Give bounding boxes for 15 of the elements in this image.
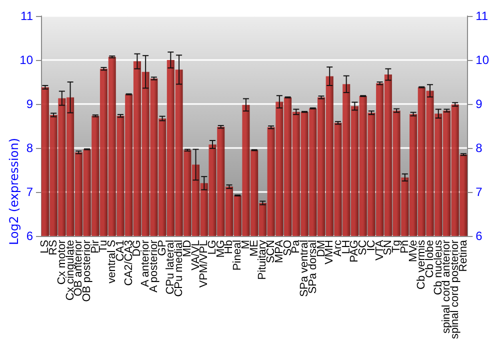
y-tick-label: 7	[26, 184, 34, 199]
y-tick-label: 8	[26, 140, 34, 155]
y-tick-label: 10	[20, 52, 34, 67]
y-tick-label: 6	[26, 228, 34, 243]
y2-tick-label: 7	[476, 184, 483, 199]
y-tick-label: 11	[20, 9, 34, 23]
y2-tick-label: 6	[476, 228, 483, 243]
y2-tick-label: 9	[476, 96, 483, 111]
y2-tick-label: 8	[476, 140, 483, 155]
y-axis-title: Log2 (expression)	[7, 138, 21, 245]
y-tick-label: 9	[26, 96, 34, 111]
y2-tick-label: 10	[476, 52, 490, 67]
x-tick-label: Tg	[390, 240, 403, 253]
y2-tick-label: 11	[476, 9, 488, 23]
x-tick-label: Retina	[457, 239, 470, 272]
